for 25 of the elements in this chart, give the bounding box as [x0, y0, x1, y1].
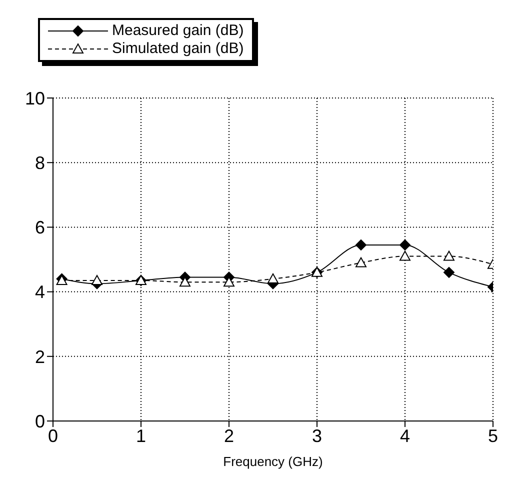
legend-label: Measured gain (dB): [112, 22, 244, 40]
point: [444, 250, 454, 261]
x-tick-label: 1: [136, 426, 146, 446]
point: [400, 239, 410, 250]
y-tick-label: 4: [34, 282, 45, 302]
point: [356, 239, 366, 250]
y-tick-label: 2: [34, 346, 45, 367]
legend-label: Simulated gain (dB): [112, 40, 244, 58]
x-tick-label: 5: [488, 426, 498, 446]
point: [268, 273, 278, 284]
y-tick-label: 6: [34, 218, 45, 238]
point: [92, 274, 102, 285]
x-tick-label: 3: [312, 426, 322, 446]
y-tick-label: 8: [34, 152, 45, 173]
x-tick-label: 2: [224, 426, 234, 446]
x-tick-label: 0: [48, 426, 58, 446]
point: [400, 250, 410, 261]
y-tick-label: 10: [24, 88, 45, 108]
point: [356, 257, 366, 268]
point: [224, 276, 234, 287]
y-tick-label: 0: [34, 411, 45, 432]
x-axis-title: Frequency (GHz): [223, 454, 323, 469]
x-tick-label: 4: [400, 426, 410, 446]
point: [444, 266, 454, 278]
point: [180, 276, 190, 287]
